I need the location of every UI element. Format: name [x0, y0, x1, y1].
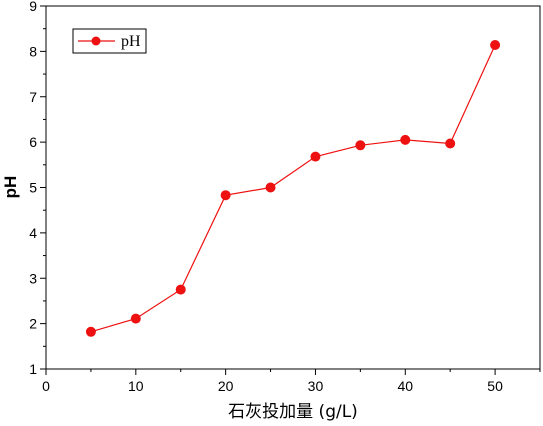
series-layer	[85, 40, 501, 337]
y-tick-label: 3	[29, 270, 37, 286]
x-tick-label: 40	[397, 378, 413, 394]
data-point	[310, 151, 321, 162]
data-point	[85, 326, 96, 337]
data-point	[400, 134, 411, 145]
x-tick-label: 0	[42, 378, 50, 394]
data-point	[130, 313, 141, 324]
data-point	[490, 40, 501, 51]
x-tick-label: 20	[218, 378, 234, 394]
y-tick-label: 2	[29, 316, 37, 332]
plot-frame	[45, 5, 541, 370]
data-point	[355, 140, 366, 151]
data-point	[265, 182, 276, 193]
data-point	[175, 284, 186, 295]
y-tick-label: 5	[29, 180, 37, 196]
y-tick-label: 8	[29, 43, 37, 59]
legend: pH	[72, 28, 147, 54]
y-tick-label: 4	[29, 225, 37, 241]
y-tick-label: 9	[29, 0, 37, 14]
y-axis-ticks: 1 2 3 4 5 6 7 8 9	[29, 0, 46, 377]
x-axis-ticks: 0 10 20 30 40 50	[42, 369, 541, 394]
x-tick-label: 10	[128, 378, 144, 394]
legend-marker	[91, 36, 101, 46]
y-tick-label: 1	[29, 361, 37, 377]
series-line-ph	[90, 44, 496, 333]
y-axis-title: pH	[1, 176, 20, 199]
data-point	[445, 138, 456, 149]
x-axis-title: 石灰投加量 (g/L)	[228, 402, 358, 422]
y-tick-label: 7	[29, 89, 37, 105]
x-tick-label: 50	[487, 378, 503, 394]
x-tick-label: 30	[308, 378, 324, 394]
legend-label-ph: pH	[121, 33, 141, 50]
y-tick-label: 6	[29, 134, 37, 150]
data-point	[220, 190, 231, 201]
